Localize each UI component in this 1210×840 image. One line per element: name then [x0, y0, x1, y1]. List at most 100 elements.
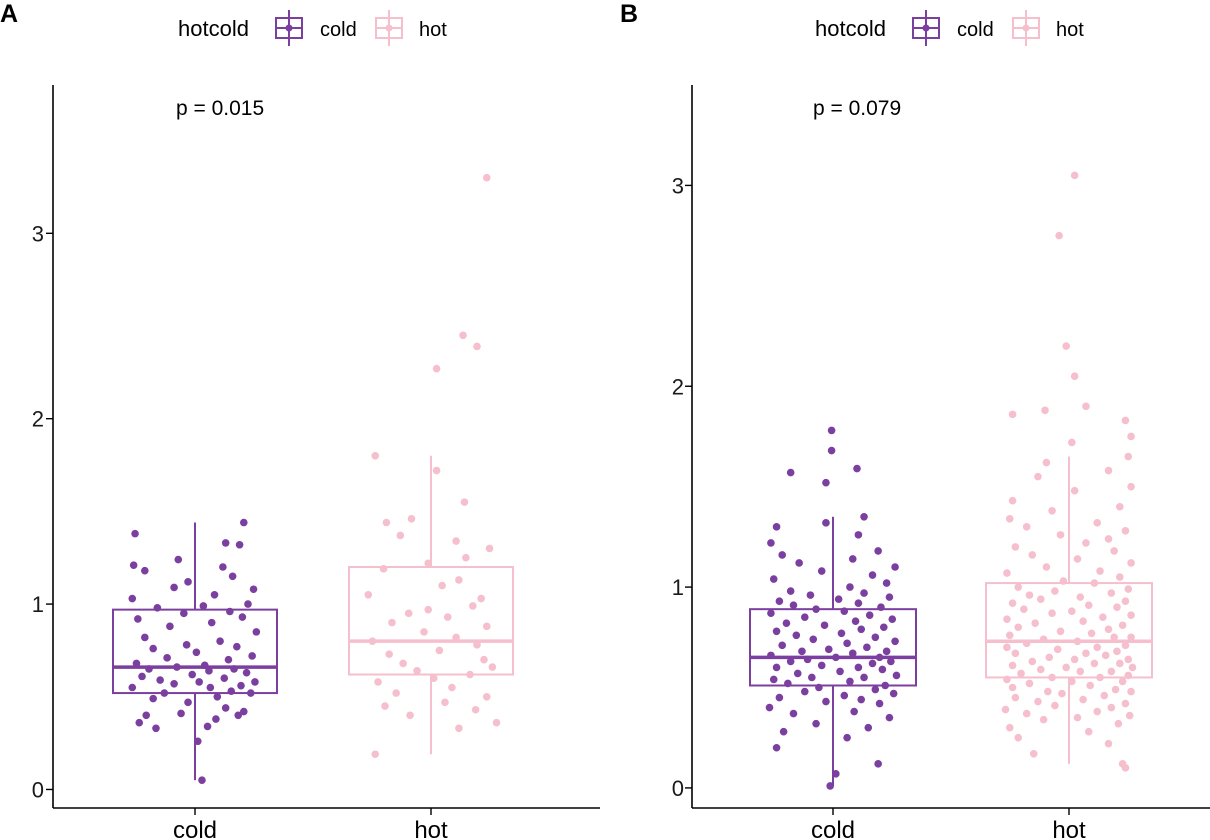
panel-b-hot-point	[1062, 342, 1070, 350]
panel-b-cold-point	[824, 645, 833, 654]
panel-b-hot-point	[1093, 643, 1102, 652]
panel-a-cold-point	[200, 661, 209, 670]
panel-b-hot-point	[1124, 671, 1133, 680]
panel-a-cold-point	[226, 607, 234, 616]
panel-a-hot-point	[424, 559, 433, 568]
panel-a-cold-point	[141, 633, 149, 642]
panel-b-hot-point	[1110, 547, 1118, 555]
panel-a-cold-point	[129, 561, 138, 569]
panel-b-hot-point	[1082, 649, 1090, 658]
panel-b-hot-point	[1121, 597, 1130, 605]
panel-b-cold-point	[812, 605, 820, 613]
panel-a-hot-point	[452, 633, 460, 642]
panel-b-hot-point	[1011, 649, 1020, 658]
panel-b-cold-point	[885, 713, 894, 722]
panel-b-legend-title: hotcold	[815, 16, 886, 41]
panel-a-y-tick-label: 0	[32, 777, 44, 802]
panel-b-hot-point	[1115, 573, 1124, 581]
panel-a-hot-point	[492, 718, 501, 727]
panel-b-cold-point	[836, 667, 844, 676]
panel-a-legend-title: hotcold	[178, 16, 249, 41]
panel-a-cold-point	[173, 663, 181, 671]
panel-b-hot-point	[1005, 631, 1014, 640]
panel-a-cold-point	[213, 692, 222, 701]
panel-b-cold-point	[875, 699, 884, 708]
panel-b-hot-point	[1056, 531, 1065, 539]
panel-a-hot-point	[368, 637, 377, 645]
panel-b-hot-point	[1058, 689, 1066, 698]
panel-b-cold-point	[875, 653, 884, 662]
panel-a-cold-point	[212, 715, 220, 723]
panel-b-cold-point	[817, 661, 826, 670]
panel-b-cold-point	[868, 571, 877, 579]
panel-b-cold-point	[837, 629, 846, 638]
panel-a-hot-point	[424, 605, 433, 614]
panel-b-cold-point	[857, 625, 866, 634]
panel-b-cold-point	[860, 512, 868, 521]
panel-b-hot-point	[1008, 410, 1017, 419]
panel-a-cold-point	[142, 711, 151, 720]
panel-a-cold-point	[246, 689, 255, 697]
panel-a-hot-point	[480, 655, 488, 664]
panel-a-cold-point	[199, 602, 208, 610]
panel-b-hot-point	[1104, 625, 1113, 634]
panel-b-cold-point	[843, 639, 851, 648]
panel-a-x-tick-label-cold: cold	[173, 817, 217, 840]
panel-a-cold-box	[112, 608, 278, 695]
panel-a-hot-point	[396, 531, 405, 540]
panel-b-cold-point	[775, 693, 784, 702]
panel-a-cold-point	[210, 591, 219, 599]
panel-b-cold-point	[878, 665, 887, 674]
panel-b-hot-point	[1113, 647, 1121, 656]
panel-b-cold-point	[891, 637, 899, 646]
panel-a-cold-point	[141, 566, 149, 575]
panel-b-cold-point	[792, 631, 801, 640]
panel-b-hot-point	[1115, 659, 1124, 668]
panel-b-cold-point	[871, 685, 880, 694]
panel-b-hot-point	[1107, 589, 1116, 597]
panel-a-cold-point	[135, 718, 144, 727]
panel-b: B hotcold cold hot p = 0.079 0 1 2 3 cold hot	[620, 0, 1210, 840]
panel-b-hot-point	[1100, 691, 1109, 700]
panel-b-cold-point	[846, 583, 854, 591]
panel-a-tag: A	[0, 0, 18, 28]
panel-b-cold-point	[860, 589, 868, 597]
panel-b-cold-point	[803, 655, 812, 664]
panel-a-hot-point	[392, 689, 400, 697]
panel-b-cold-point	[817, 567, 826, 575]
panel-b-cold-point	[826, 782, 834, 790]
panel-b-hot-point	[1124, 452, 1133, 461]
panel-a-cold-point	[170, 679, 178, 688]
panel-b-cold-point	[868, 659, 877, 668]
panel-b-cold-point	[772, 523, 781, 531]
panel-a-hot-point	[413, 667, 421, 675]
panel-b-hot-point	[1127, 611, 1135, 619]
panel-b-cold-box	[749, 608, 917, 687]
panel-b-cold-point	[765, 703, 774, 712]
panel-b-hot-point	[1022, 709, 1031, 718]
panel-b-hot-point	[1055, 231, 1063, 240]
panel-b-hot-point	[1020, 605, 1028, 613]
panel-a-cold-point	[227, 687, 236, 696]
panel-b-hot-point	[1028, 657, 1037, 666]
panel-a-cold-point	[160, 689, 169, 697]
panel-b-cold-point	[786, 468, 795, 477]
panel-b-hot-point	[1014, 583, 1023, 591]
panel-b-cold-point	[769, 675, 778, 684]
panel-b-hot-point	[1086, 681, 1094, 690]
panel-b-cold-point	[846, 677, 854, 686]
panel-b-cold-point	[786, 587, 795, 595]
panel-a-hot-point	[448, 683, 456, 692]
panel-b-cold-point	[775, 597, 784, 605]
panel-b-hot-point	[1005, 515, 1014, 523]
panel-b-cold-point	[885, 593, 894, 601]
panel-b-cold-point	[882, 579, 891, 587]
panel-a-cold-point	[205, 667, 213, 675]
panel-b-hot-point	[1028, 551, 1037, 559]
panel-a-hot-point	[477, 594, 485, 603]
panel-b-hot-point	[1031, 619, 1039, 628]
panel-a-y-tick-label: 1	[32, 592, 44, 617]
panel-b-hot-point	[1079, 695, 1087, 704]
panel-b-hot-point	[1048, 673, 1056, 682]
